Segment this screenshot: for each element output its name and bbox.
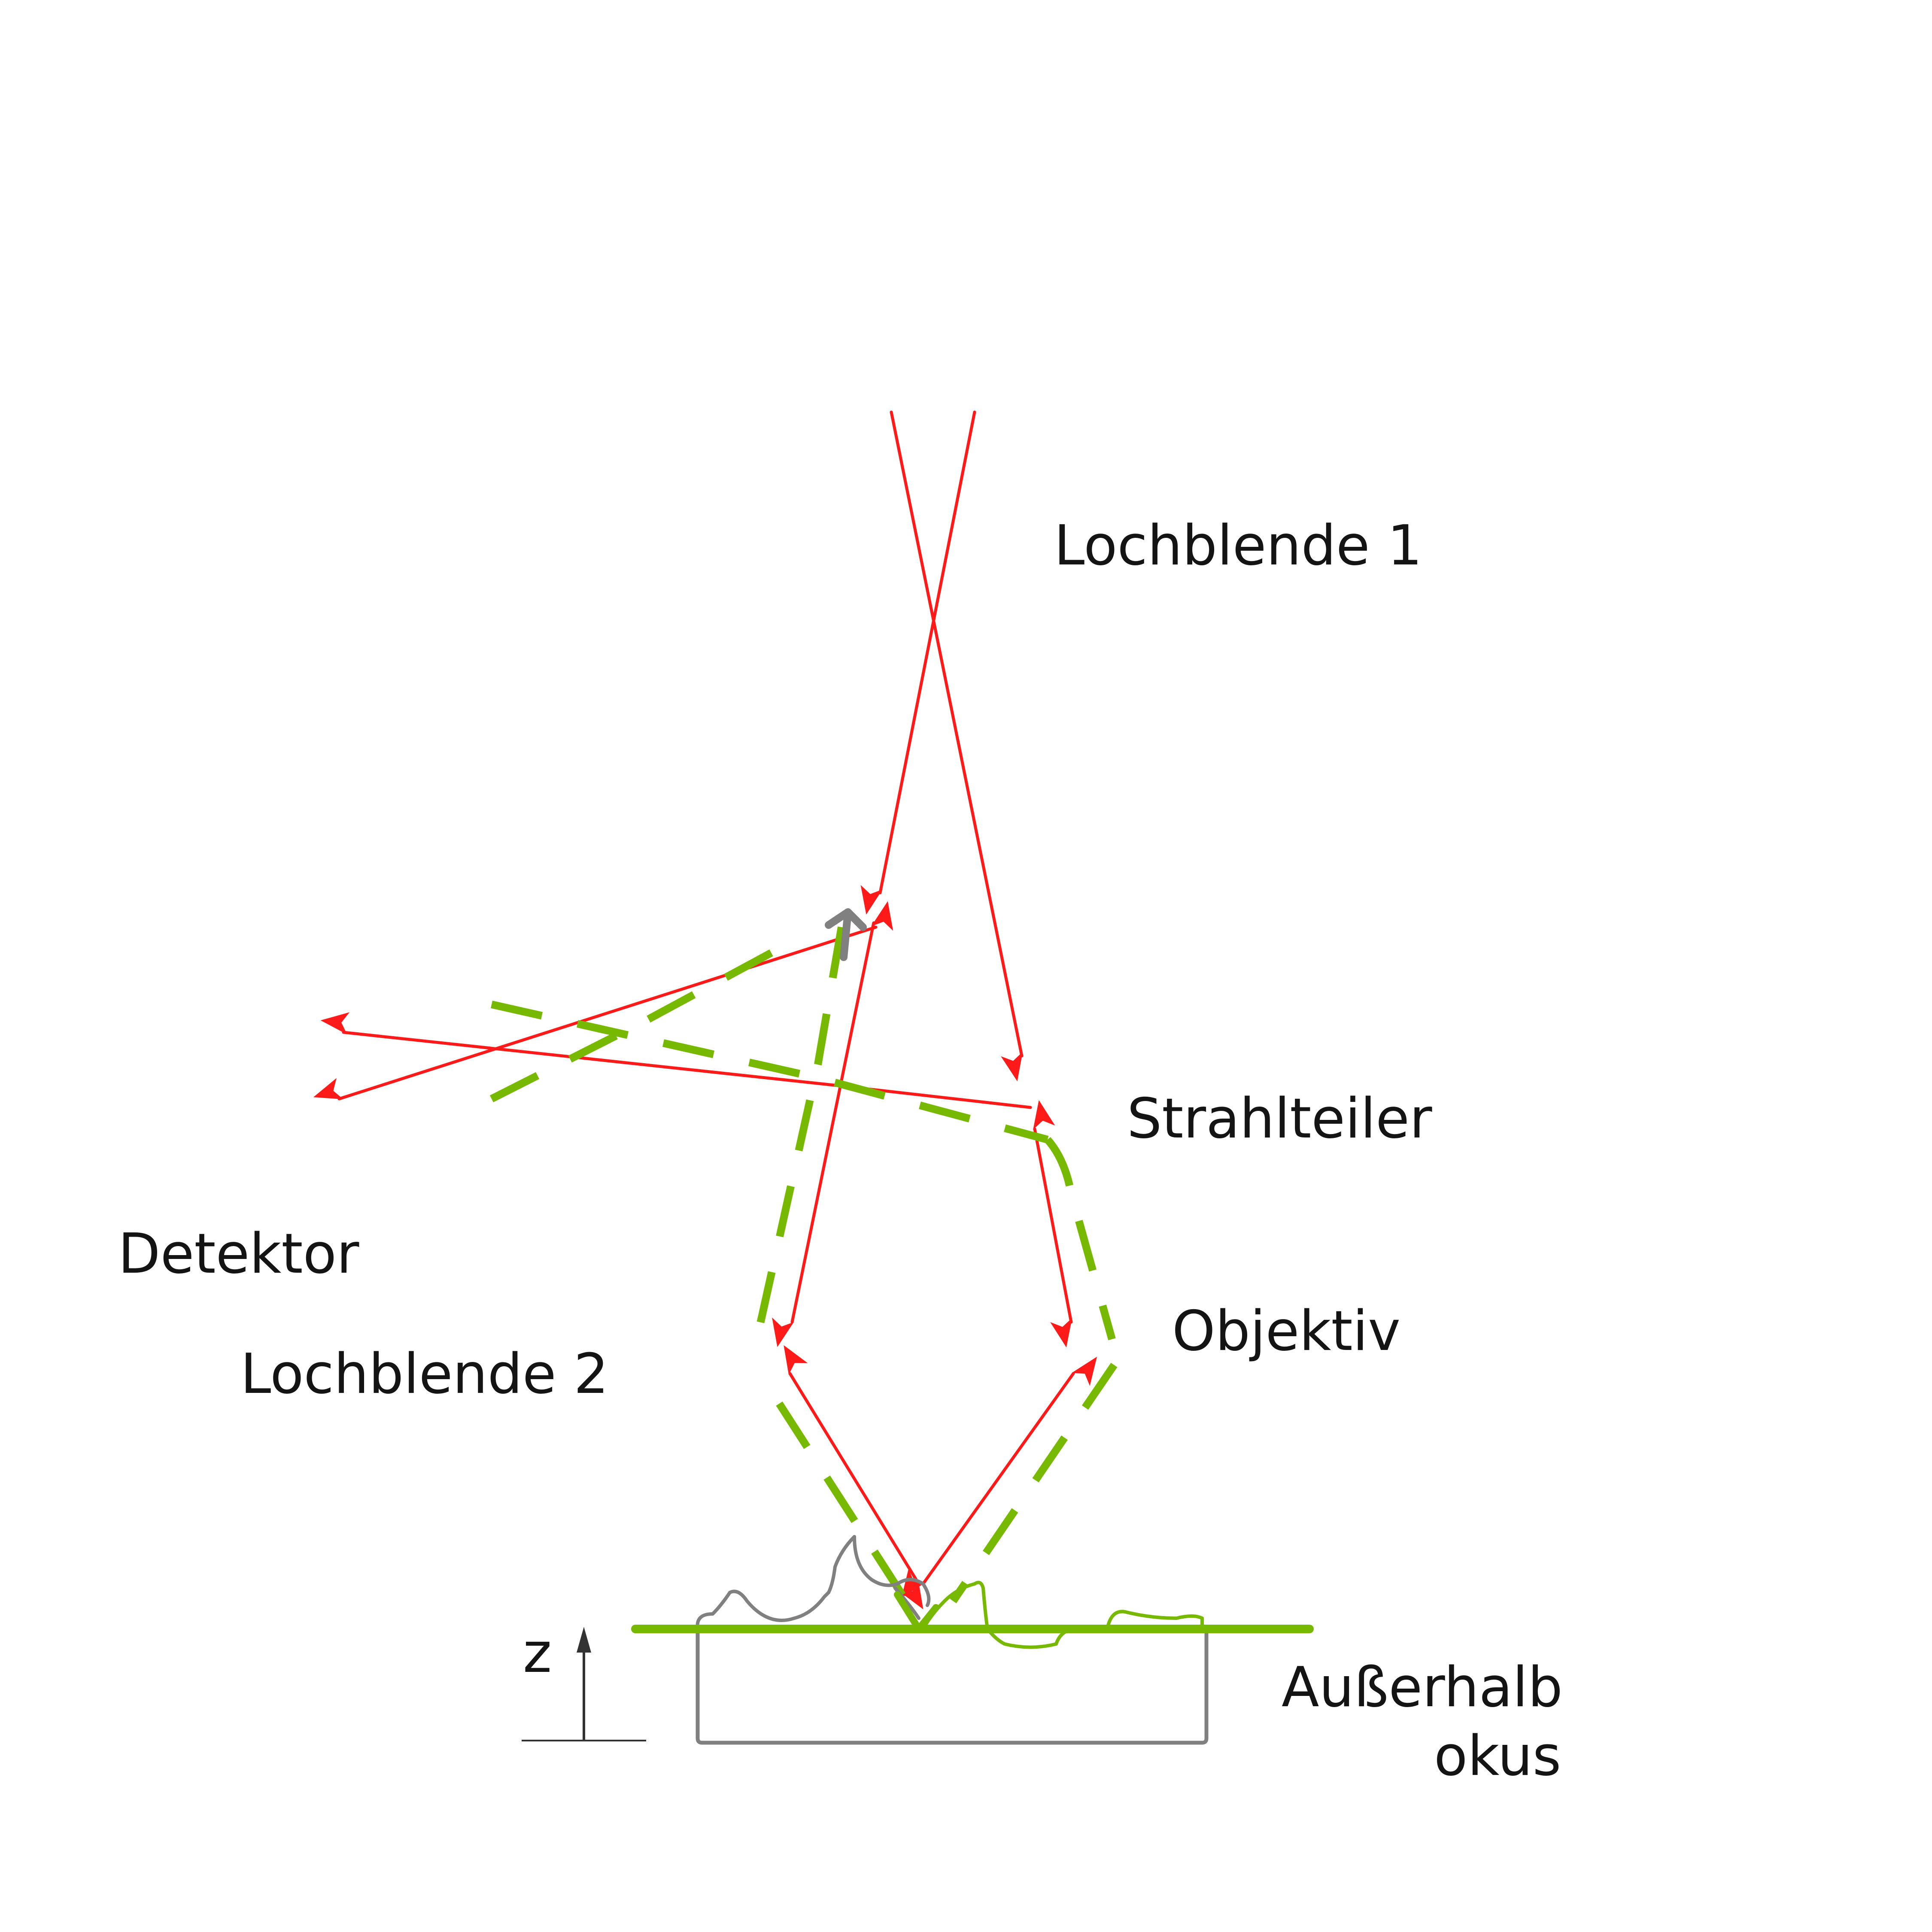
green-dash-lower-path [489,932,805,1103]
sample-container [696,1629,1209,1745]
z-axis-arrow-icon [577,1627,591,1653]
green-dash-right-vertical [1045,1137,1116,1341]
labels: Lochblende 1 Strahlteiler Detektor Lochb… [118,514,1563,1788]
green-dash-upper-path [491,1001,1049,1143]
incoming-ray-left [890,410,1024,1082]
objective-ray-left [784,1345,923,1610]
green-dash-lower-right [950,1362,1118,1604]
objective-ray-right [901,1356,1097,1598]
label-objective: Objektiv [1172,1299,1400,1363]
label-pinhole-2: Lochblende 2 [240,1342,609,1406]
green-dash-lower-left [776,1401,918,1616]
beamsplitter-rays [313,901,1073,1348]
incoming-ray-right [860,410,976,915]
label-pinhole-1: Lochblende 1 [1054,514,1422,578]
z-axis: z [522,1621,646,1741]
green-dash-center-vertical [754,926,845,1336]
green-focus-v [894,1591,939,1632]
label-detector: Detektor [118,1222,359,1286]
label-out-of-focus-2: okus [1434,1724,1561,1788]
focal-plane [631,1580,1314,1649]
objective-rays [784,1345,1097,1610]
z-axis-label: z [523,1621,552,1685]
grey-surface-profile [696,1535,931,1631]
sample [696,1535,1209,1745]
green-surface-profile [921,1580,1204,1649]
label-beamsplitter: Strahlteiler [1127,1087,1432,1151]
return-ray-center [772,901,893,1347]
illumination-beams [860,410,1024,1082]
label-out-of-focus-1: Außerhalb [1282,1656,1563,1720]
reflected-ray-upper [320,1012,1032,1109]
return-ray-right [1033,1100,1073,1348]
grey-chevron-icon [825,908,867,961]
out-of-focus-light [489,926,1118,1616]
